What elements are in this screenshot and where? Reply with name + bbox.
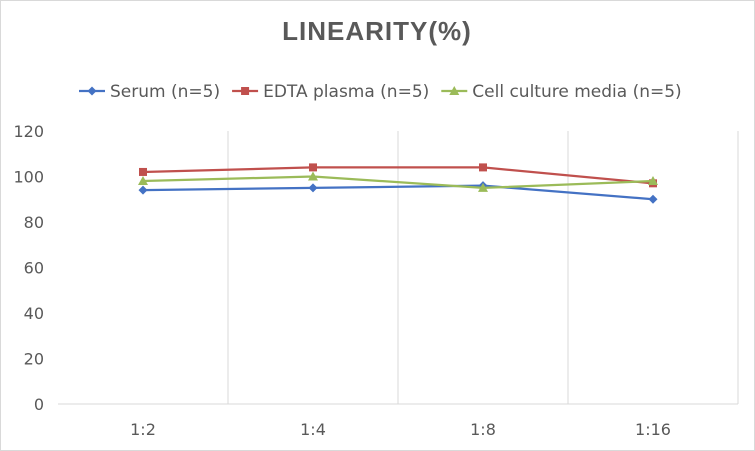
legend: Serum (n=5) EDTA plasma (n=5) Cell culture… [79, 82, 682, 102]
y-axis-ticks: 0 20 40 60 80 100 120 [13, 122, 44, 414]
data-point [648, 176, 658, 186]
chart-title: LINEARITY(%) [282, 16, 472, 46]
legend-item: Serum (n=5) [79, 82, 220, 102]
legend-item: EDTA plasma (n=5) [232, 82, 429, 102]
data-point [139, 167, 147, 176]
y-tick-label: 60 [24, 259, 44, 278]
y-tick-label: 100 [13, 168, 44, 187]
data-point [138, 185, 148, 195]
data-point [241, 87, 250, 95]
data-point [478, 182, 488, 192]
legend-label: Cell culture media (n=5) [472, 82, 681, 102]
data-point [138, 176, 148, 186]
data-point [308, 171, 318, 181]
data-point [308, 183, 318, 193]
data-point [309, 163, 317, 172]
y-tick-label: 80 [24, 213, 44, 232]
data-point [648, 194, 658, 204]
data-point [87, 86, 97, 96]
series-line [142, 175, 654, 189]
y-tick-label: 0 [34, 395, 44, 414]
y-tick-label: 40 [24, 304, 44, 323]
legend-label: Serum (n=5) [110, 82, 220, 102]
series-diamond [138, 181, 658, 204]
x-tick-label: 1:16 [635, 420, 671, 439]
data-point [449, 86, 460, 95]
gridlines [58, 131, 739, 405]
legend-item: Cell culture media (n=5) [441, 82, 682, 102]
series-line [142, 166, 654, 185]
x-tick-label: 1:2 [130, 420, 156, 439]
series-triangle [138, 171, 658, 192]
series-group [138, 163, 658, 204]
y-tick-label: 20 [24, 350, 44, 369]
x-tick-label: 1:4 [300, 420, 326, 439]
legend-label: EDTA plasma (n=5) [263, 82, 429, 102]
series-line [142, 184, 654, 201]
y-tick-label: 120 [13, 122, 44, 141]
data-point [479, 163, 487, 172]
x-tick-label: 1:8 [470, 420, 496, 439]
x-axis-ticks: 1:2 1:4 1:8 1:16 [130, 420, 671, 439]
